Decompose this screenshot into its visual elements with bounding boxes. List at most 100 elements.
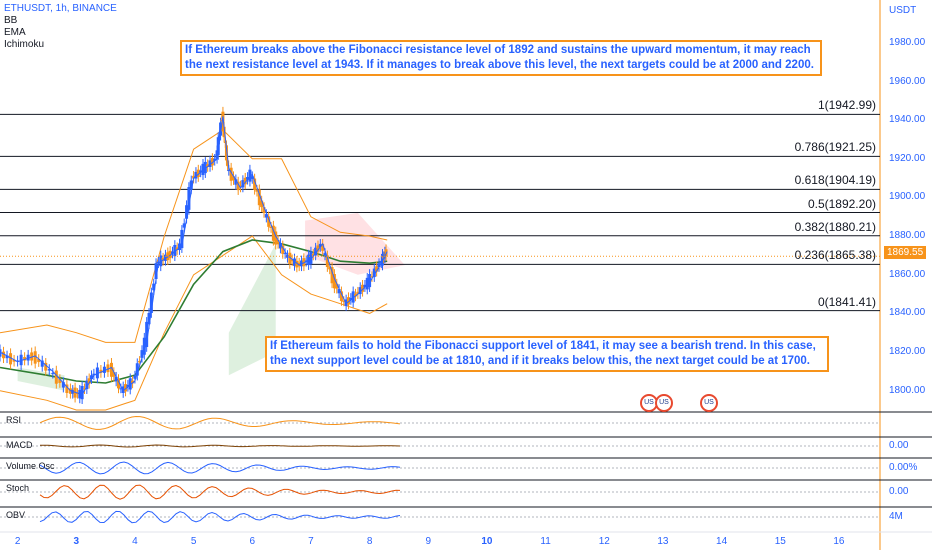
candle-body (316, 245, 320, 252)
candle-body (82, 388, 86, 390)
candle-body (267, 216, 271, 227)
candle-body (227, 170, 231, 172)
x-tick-label: 5 (190, 536, 197, 547)
candle-body (124, 384, 128, 392)
candle-body (161, 257, 165, 261)
candle-body (231, 176, 235, 181)
candle-body (117, 379, 121, 389)
indicator-ichimoku[interactable]: Ichimoku (4, 39, 45, 50)
candle-body (250, 176, 254, 179)
candle-body (248, 169, 252, 182)
candle-body (0, 349, 2, 357)
candle-body (370, 276, 374, 278)
candle-body (142, 337, 146, 355)
x-tick-label: 8 (366, 536, 373, 547)
candle-body (283, 253, 287, 255)
y-tick-label: 1840.00 (889, 307, 926, 319)
y-tick-label: 1960.00 (889, 75, 926, 87)
candle-body (377, 263, 381, 268)
candle-body (90, 375, 94, 380)
sub-panel-name[interactable]: Volume Osc (6, 461, 55, 471)
sub-panel-name[interactable]: MACD (6, 440, 33, 450)
candle-body (168, 250, 172, 259)
fib-level-label: 0.618(1904.19) (794, 173, 876, 188)
candle-body (234, 179, 238, 185)
candle-body (128, 378, 132, 390)
candle-body (217, 135, 221, 140)
candle-body (196, 169, 200, 177)
candle-body (311, 253, 315, 256)
candle-body (216, 137, 220, 155)
candle-body (106, 364, 110, 373)
candle-body (87, 378, 91, 384)
x-tick-label: 10 (481, 536, 493, 547)
currency-label: USDT (889, 5, 917, 16)
candle-body (149, 292, 153, 314)
candle-body (19, 354, 23, 366)
candle-body (185, 205, 189, 219)
sub-panel-name[interactable]: Stoch (6, 483, 30, 493)
candle-body (295, 260, 299, 268)
candle-body (365, 277, 369, 290)
candle-body (332, 273, 336, 289)
candle-body (85, 380, 89, 390)
sub-panel-series (40, 444, 401, 448)
candle-body (178, 243, 182, 251)
candle-body (314, 247, 318, 256)
candle-body (44, 362, 48, 371)
sub-panel-name[interactable]: OBV (6, 510, 26, 520)
symbol-title[interactable]: ETHUSDT, 1h, BINANCE (4, 3, 117, 14)
candle-body (342, 301, 346, 303)
indicator-ema[interactable]: EMA (4, 27, 26, 38)
bb-upper-line (0, 129, 388, 343)
sub-panel-name[interactable]: RSI (6, 415, 22, 425)
candle-body (346, 297, 350, 305)
candle-body (152, 283, 156, 291)
candle-body (361, 284, 365, 292)
indicator-bb[interactable]: BB (4, 15, 18, 26)
us-flag-icon[interactable]: US (700, 394, 718, 412)
candle-body (257, 189, 261, 206)
candle-body (219, 122, 223, 136)
candle-body (325, 255, 329, 268)
candle-body (323, 253, 327, 256)
candle-body (26, 354, 30, 361)
fib-level-label: 0.786(1921.25) (794, 140, 876, 155)
candle-body (119, 388, 123, 390)
candle-body (309, 251, 313, 264)
candle-body (239, 185, 243, 188)
candle-body (135, 363, 139, 376)
candle-body (51, 372, 55, 374)
candle-body (33, 351, 37, 364)
candle-body (264, 214, 268, 218)
annotation-support[interactable]: If Ethereum fails to hold the Fibonacci … (265, 336, 829, 372)
us-flag-icon[interactable]: US (655, 394, 673, 412)
candle-body (65, 384, 69, 393)
sub-panel-value: 0.00 (889, 440, 909, 451)
candle-body (23, 357, 27, 361)
candle-body (243, 177, 247, 185)
x-tick-label: 9 (425, 536, 432, 547)
sub-panel-value: 0.00 (889, 486, 909, 497)
candle-body (262, 207, 266, 213)
us-flag-icon[interactable]: US (640, 394, 658, 412)
annotation-resistance[interactable]: If Ethereum breaks above the Fibonacci r… (180, 40, 822, 76)
candle-body (109, 362, 113, 377)
candle-body (182, 223, 186, 228)
y-tick-label: 1800.00 (889, 384, 926, 396)
ichimoku-cloud-green (17, 367, 65, 391)
candle-body (208, 160, 212, 167)
candle-body (349, 297, 353, 300)
candle-body (58, 379, 62, 383)
candle-body (138, 360, 142, 363)
sub-panel-value: 4M (889, 511, 903, 522)
candle-body (381, 253, 385, 266)
sub-panel-series (39, 415, 401, 430)
candle-body (300, 260, 304, 267)
x-tick-label: 2 (14, 536, 21, 547)
y-tick-label: 1820.00 (889, 346, 926, 358)
fib-level-label: 0.236(1865.38) (794, 248, 876, 263)
y-tick-label: 1880.00 (889, 230, 926, 242)
candle-body (302, 258, 306, 267)
